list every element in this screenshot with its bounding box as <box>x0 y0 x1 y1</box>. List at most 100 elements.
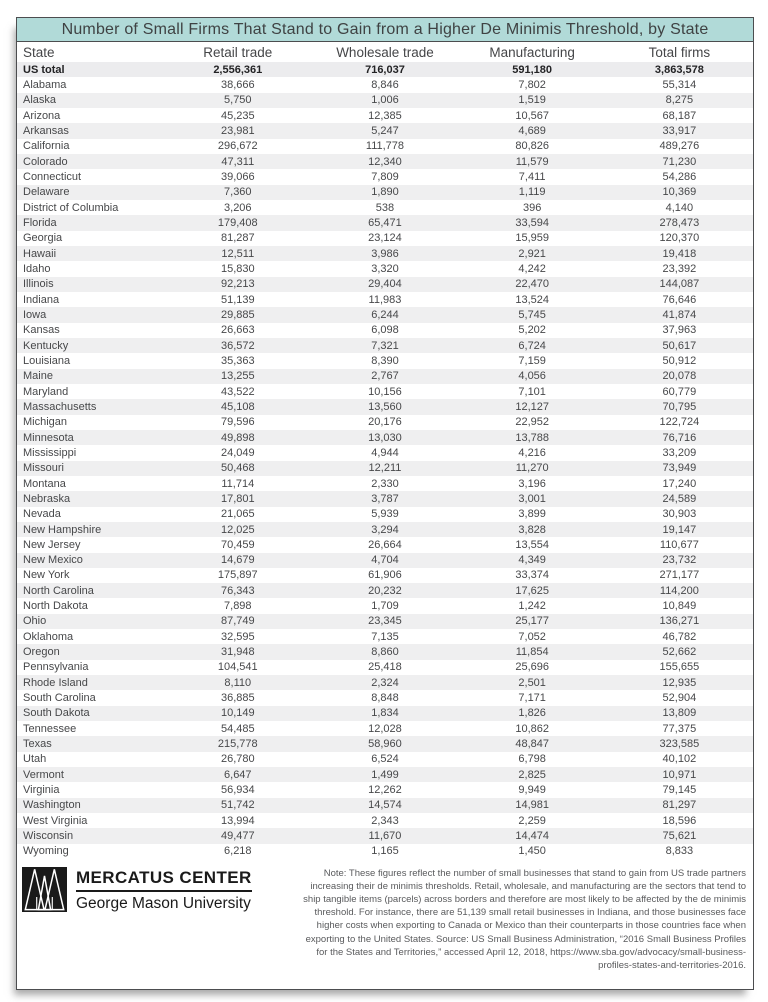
state-cell: New Mexico <box>23 554 83 567</box>
value-cell: 61,906 <box>368 569 402 582</box>
value-cell: 2,767 <box>371 370 399 383</box>
value-cell: 7,360 <box>224 186 252 199</box>
value-cell: 489,276 <box>659 140 700 153</box>
value-cell: 54,286 <box>662 170 697 183</box>
footer: MERCATUS CENTER George Mason University … <box>17 867 753 972</box>
value-cell: 11,670 <box>368 830 402 843</box>
value-cell: 81,287 <box>220 232 255 245</box>
value-cell: 52,904 <box>662 692 697 705</box>
value-cell: 25,696 <box>515 661 549 674</box>
value-cell: 11,983 <box>368 293 402 306</box>
value-cell: 716,037 <box>365 63 405 76</box>
value-cell: 6,798 <box>518 753 546 766</box>
table-row: Washington 51,742 14,574 14,981 81,297 <box>17 797 753 814</box>
table-row: South Dakota 10,149 1,834 1,826 13,809 <box>17 705 753 722</box>
value-cell: 26,663 <box>220 324 255 337</box>
table-row: Kansas 26,663 6,098 5,202 37,963 <box>17 323 753 338</box>
value-cell: 41,874 <box>662 308 697 321</box>
value-cell: 47,311 <box>221 155 255 168</box>
table-row: Arkansas 23,981 5,247 4,689 33,917 <box>17 123 753 139</box>
value-cell: 3,001 <box>518 492 546 505</box>
state-cell: Tennessee <box>23 722 77 735</box>
value-cell: 17,801 <box>220 492 255 505</box>
value-cell: 23,981 <box>220 124 255 137</box>
value-cell: 2,556,361 <box>213 63 263 76</box>
state-cell: Alaska <box>23 94 57 107</box>
value-cell: 538 <box>375 201 395 214</box>
value-cell: 2,921 <box>518 247 546 260</box>
value-cell: 58,960 <box>368 738 402 751</box>
table-row: Virginia 56,934 12,262 9,949 79,145 <box>17 782 753 797</box>
value-cell: 22,952 <box>515 416 549 429</box>
value-cell: 48,847 <box>515 738 549 751</box>
value-cell: 20,078 <box>662 370 697 383</box>
table-row: Wisconsin 49,477 11,670 14,474 75,621 <box>17 828 753 844</box>
table-row: Louisiana 35,363 8,390 7,159 50,912 <box>17 353 753 368</box>
state-cell: Georgia <box>23 232 63 245</box>
value-cell: 1,242 <box>518 600 546 613</box>
value-cell: 39,066 <box>220 170 255 183</box>
table-row: Colorado 47,311 12,340 11,579 71,230 <box>17 153 753 170</box>
value-cell: 87,749 <box>220 615 255 628</box>
value-cell: 4,349 <box>518 554 546 567</box>
table-row: Oklahoma 32,595 7,135 7,052 46,782 <box>17 629 753 644</box>
value-cell: 110,677 <box>659 538 699 551</box>
column-header-retail-trade: Retail trade <box>203 44 273 60</box>
value-cell: 26,664 <box>368 538 402 551</box>
table-row: Oregon 31,948 8,860 11,854 52,662 <box>17 644 753 660</box>
value-cell: 51,139 <box>220 293 255 306</box>
value-cell: 79,145 <box>662 784 697 797</box>
value-cell: 10,971 <box>662 768 697 781</box>
value-cell: 12,511 <box>221 247 255 260</box>
value-cell: 18,596 <box>662 814 697 827</box>
value-cell: 8,833 <box>665 845 694 858</box>
state-cell: South Carolina <box>23 692 96 705</box>
value-cell: 11,854 <box>515 646 549 659</box>
value-cell: 4,216 <box>518 446 546 459</box>
value-cell: 4,140 <box>665 201 694 214</box>
state-cell: West Virginia <box>23 814 88 827</box>
state-cell: Ohio <box>23 615 47 628</box>
value-cell: 50,617 <box>662 339 697 352</box>
value-cell: 17,240 <box>662 477 697 490</box>
value-cell: 10,369 <box>662 186 697 199</box>
table-row: Kentucky 36,572 7,321 6,724 50,617 <box>17 337 753 354</box>
value-cell: 1,890 <box>371 186 399 199</box>
value-cell: 77,375 <box>662 722 697 735</box>
table-row: California 296,672 111,778 80,826 489,276 <box>17 139 753 154</box>
value-cell: 3,294 <box>371 523 399 536</box>
state-cell: Texas <box>23 738 52 751</box>
value-cell: 33,209 <box>662 446 697 459</box>
value-cell: 1,834 <box>371 707 399 720</box>
value-cell: 8,846 <box>371 78 399 91</box>
value-cell: 49,898 <box>220 431 255 444</box>
table-header-row: State Retail trade Wholesale trade Manuf… <box>17 42 753 62</box>
table-row: Connecticut 39,066 7,809 7,411 54,286 <box>17 169 753 184</box>
state-cell: Virginia <box>23 784 60 797</box>
table-row: Maine 13,255 2,767 4,056 20,078 <box>17 368 753 384</box>
value-cell: 20,232 <box>368 584 402 597</box>
value-cell: 136,271 <box>659 615 700 628</box>
value-cell: 13,994 <box>220 814 255 827</box>
value-cell: 7,809 <box>371 170 399 183</box>
value-cell: 56,934 <box>220 784 255 797</box>
value-cell: 68,187 <box>662 109 697 122</box>
note-text: Note: These figures reflect the number o… <box>303 868 746 971</box>
state-cell: Michigan <box>23 416 68 429</box>
table-row: Hawaii 12,511 3,986 2,921 19,418 <box>17 245 753 262</box>
value-cell: 13,524 <box>515 293 549 306</box>
table-row: Iowa 29,885 6,244 5,745 41,874 <box>17 307 753 323</box>
value-cell: 24,589 <box>662 492 697 505</box>
value-cell: 5,202 <box>518 324 546 337</box>
state-cell: Mississippi <box>23 446 77 459</box>
value-cell: 46,782 <box>662 630 697 643</box>
value-cell: 14,574 <box>368 799 402 812</box>
value-cell: 6,098 <box>371 324 399 337</box>
value-cell: 17,625 <box>515 584 549 597</box>
state-cell: Oregon <box>23 646 60 659</box>
table-row: Tennessee 54,485 12,028 10,862 77,375 <box>17 721 753 736</box>
value-cell: 70,459 <box>220 538 255 551</box>
value-cell: 29,885 <box>220 308 255 321</box>
value-cell: 37,963 <box>662 324 697 337</box>
value-cell: 6,244 <box>371 308 399 321</box>
